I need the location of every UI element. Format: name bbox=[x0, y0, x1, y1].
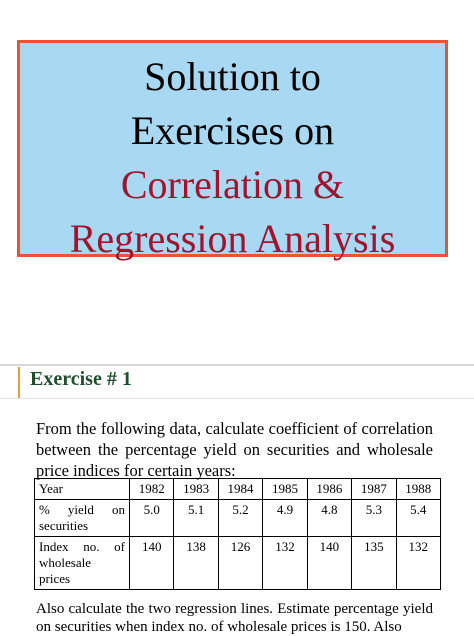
year-cell: 1986 bbox=[306, 478, 353, 500]
yield-cell: 5.4 bbox=[395, 499, 442, 537]
yield-cell: 5.2 bbox=[217, 499, 264, 537]
table-row-index: Index no. of wholesale prices 140 138 12… bbox=[34, 536, 442, 590]
year-cell: 1987 bbox=[351, 478, 397, 500]
table-row-yield: % yield on securities 5.0 5.1 5.2 4.9 4.… bbox=[34, 499, 442, 537]
accent-bar bbox=[18, 367, 20, 399]
year-cell: 1982 bbox=[128, 478, 175, 500]
yield-cell: 5.0 bbox=[128, 499, 175, 537]
exercise-heading: Exercise # 1 bbox=[30, 368, 132, 390]
yield-cell: 5.3 bbox=[351, 499, 397, 537]
index-cell: 132 bbox=[262, 536, 308, 590]
title-line-3: Correlation & bbox=[120, 162, 345, 207]
yield-cell: 4.9 bbox=[262, 499, 308, 537]
data-table: Year 1982 1983 1984 1985 1986 1987 1988 … bbox=[34, 478, 442, 590]
exercise-outro: Also calculate the two regression lines.… bbox=[36, 601, 433, 635]
index-cell: 132 bbox=[395, 536, 442, 590]
index-cell: 126 bbox=[217, 536, 264, 590]
year-cell: 1988 bbox=[395, 478, 442, 500]
row-label-index-top: Index no. of bbox=[39, 539, 125, 554]
table-header-label: Year bbox=[34, 478, 130, 500]
row-label-yield-top: % yield on bbox=[39, 502, 125, 517]
table-row-header: Year 1982 1983 1984 1985 1986 1987 1988 bbox=[34, 478, 442, 500]
row-label-index: Index no. of wholesale prices bbox=[34, 536, 130, 590]
index-cell: 140 bbox=[306, 536, 353, 590]
row-label-yield-bottom: securities bbox=[39, 518, 89, 533]
yield-cell: 4.8 bbox=[306, 499, 353, 537]
title-line-2: Exercises on bbox=[130, 108, 335, 153]
divider-top bbox=[0, 364, 474, 366]
row-label-yield: % yield on securities bbox=[34, 499, 130, 537]
title-line-4: Regression Analysis bbox=[69, 216, 396, 261]
row-label-index-bottom: prices bbox=[39, 571, 71, 586]
year-cell: 1985 bbox=[262, 478, 308, 500]
yield-cell: 5.1 bbox=[173, 499, 219, 537]
divider-bottom bbox=[0, 398, 474, 399]
index-cell: 135 bbox=[351, 536, 397, 590]
row-label-index-mid: wholesale bbox=[39, 555, 91, 570]
year-cell: 1983 bbox=[173, 478, 219, 500]
index-cell: 140 bbox=[128, 536, 175, 590]
title-banner: Solution to Exercises on Correlation & R… bbox=[17, 40, 448, 261]
year-cell: 1984 bbox=[217, 478, 264, 500]
title-line-1: Solution to bbox=[144, 54, 321, 99]
index-cell: 138 bbox=[173, 536, 219, 590]
exercise-intro: From the following data, calculate coeff… bbox=[36, 419, 433, 480]
